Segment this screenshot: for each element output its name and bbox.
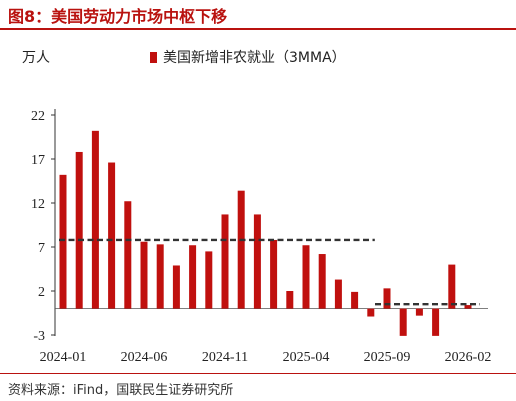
title-bar: 图8：美国劳动力市场中枢下移 — [0, 0, 516, 30]
bar — [221, 214, 229, 309]
bar — [108, 162, 116, 309]
chart-title: 图8：美国劳动力市场中枢下移 — [8, 7, 228, 26]
bar — [253, 214, 261, 309]
legend-series-label: 美国新增非农就业（3MMA） — [163, 50, 346, 66]
bar — [464, 305, 472, 309]
source-bar: 资料来源：iFind，国联民生证券研究所 — [0, 373, 516, 401]
bar — [286, 291, 294, 309]
bar — [237, 190, 245, 309]
bar — [399, 308, 407, 336]
y-tick-label: 22 — [31, 109, 45, 124]
bar — [318, 254, 326, 309]
bar — [91, 130, 99, 309]
x-tick-label: 2026-02 — [445, 350, 492, 365]
bar — [140, 241, 148, 309]
y-axis-unit-label: 万人 — [22, 50, 50, 66]
bar — [334, 279, 342, 309]
bar — [75, 151, 83, 309]
bar — [432, 308, 440, 336]
legend: 美国新增非农就业（3MMA） — [150, 47, 346, 67]
bar — [172, 265, 180, 309]
bar — [367, 308, 375, 317]
legend-swatch-icon — [150, 51, 157, 63]
x-tick-label: 2025-04 — [283, 350, 330, 365]
x-tick-label: 2024-01 — [40, 350, 87, 365]
bar — [189, 245, 197, 309]
y-tick-label: 17 — [31, 153, 45, 168]
x-tick-label: 2025-09 — [364, 350, 411, 365]
bar — [448, 264, 456, 309]
x-tick-label: 2024-06 — [121, 350, 168, 365]
y-tick-label: 2 — [38, 285, 45, 300]
bar — [205, 251, 213, 309]
bar — [383, 288, 391, 309]
bar — [270, 239, 278, 309]
bar — [351, 291, 359, 309]
bar — [124, 201, 132, 309]
bar — [415, 308, 423, 316]
y-tick-label: 7 — [38, 241, 45, 256]
y-tick-label: 12 — [31, 197, 45, 212]
y-tick-label: -3 — [33, 329, 45, 344]
bar — [59, 174, 67, 309]
bar — [156, 244, 164, 309]
bar — [302, 245, 310, 309]
x-tick-label: 2024-11 — [202, 350, 248, 365]
source-note: 资料来源：iFind，国联民生证券研究所 — [8, 383, 234, 398]
